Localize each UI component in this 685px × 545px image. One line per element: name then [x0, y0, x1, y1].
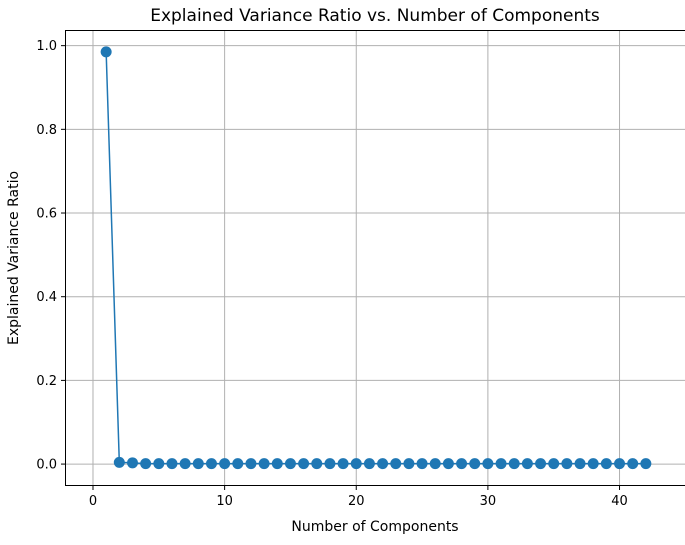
data-point [350, 458, 362, 470]
x-tick-label: 40 [611, 494, 628, 509]
data-point [153, 458, 165, 470]
data-point [166, 458, 178, 470]
x-tick-label: 10 [216, 494, 233, 509]
data-point [429, 458, 441, 470]
data-point [100, 46, 112, 58]
data-point [614, 458, 626, 470]
y-tick-label: 0.0 [36, 458, 57, 473]
data-point [324, 458, 336, 470]
data-point [600, 458, 612, 470]
y-axis: 0.0 0.2 0.4 0.6 0.8 1.0 [36, 39, 66, 473]
grid [66, 31, 685, 485]
data-point [284, 458, 296, 470]
data-point [271, 458, 283, 470]
y-tick-label: 0.8 [36, 123, 57, 138]
data-point [640, 458, 652, 470]
data-point [337, 458, 349, 470]
data-point [298, 458, 310, 470]
data-point [548, 458, 560, 470]
series-line [105, 51, 646, 465]
data-point [521, 458, 533, 470]
data-point [535, 458, 547, 470]
data-point [574, 458, 586, 470]
data-point [495, 458, 507, 470]
data-point [587, 458, 599, 470]
data-point [219, 458, 231, 470]
plot-frame [65, 30, 685, 486]
data-point [469, 458, 481, 470]
series [100, 46, 652, 470]
data-point [561, 458, 573, 470]
x-tick-label: 20 [348, 494, 365, 509]
data-point [442, 458, 454, 470]
data-point [363, 458, 375, 470]
data-point [179, 458, 191, 470]
y-tick-label: 0.4 [36, 290, 57, 305]
data-point [377, 458, 389, 470]
data-point [126, 457, 138, 469]
data-point [627, 458, 639, 470]
data-point [482, 458, 494, 470]
data-point [508, 458, 520, 470]
y-axis-label: Explained Variance Ratio [6, 171, 22, 345]
data-point [258, 458, 270, 470]
data-point [311, 458, 323, 470]
data-point [403, 458, 415, 470]
y-tick-label: 0.6 [36, 207, 57, 222]
x-tick-label: 30 [480, 494, 497, 509]
y-tick-label: 1.0 [36, 39, 57, 54]
x-axis-label: Number of Components [291, 519, 458, 535]
data-point [140, 458, 152, 470]
data-point [205, 458, 217, 470]
chart-title: Explained Variance Ratio vs. Number of C… [150, 6, 600, 26]
data-point [232, 458, 244, 470]
data-point [113, 456, 125, 468]
x-tick-label: 0 [89, 494, 97, 509]
y-tick-label: 0.2 [36, 374, 57, 389]
data-point [192, 458, 204, 470]
data-point [390, 458, 402, 470]
data-point [416, 458, 428, 470]
data-point [245, 458, 257, 470]
data-point [456, 458, 468, 470]
x-axis: 0 10 20 30 40 [89, 485, 628, 509]
